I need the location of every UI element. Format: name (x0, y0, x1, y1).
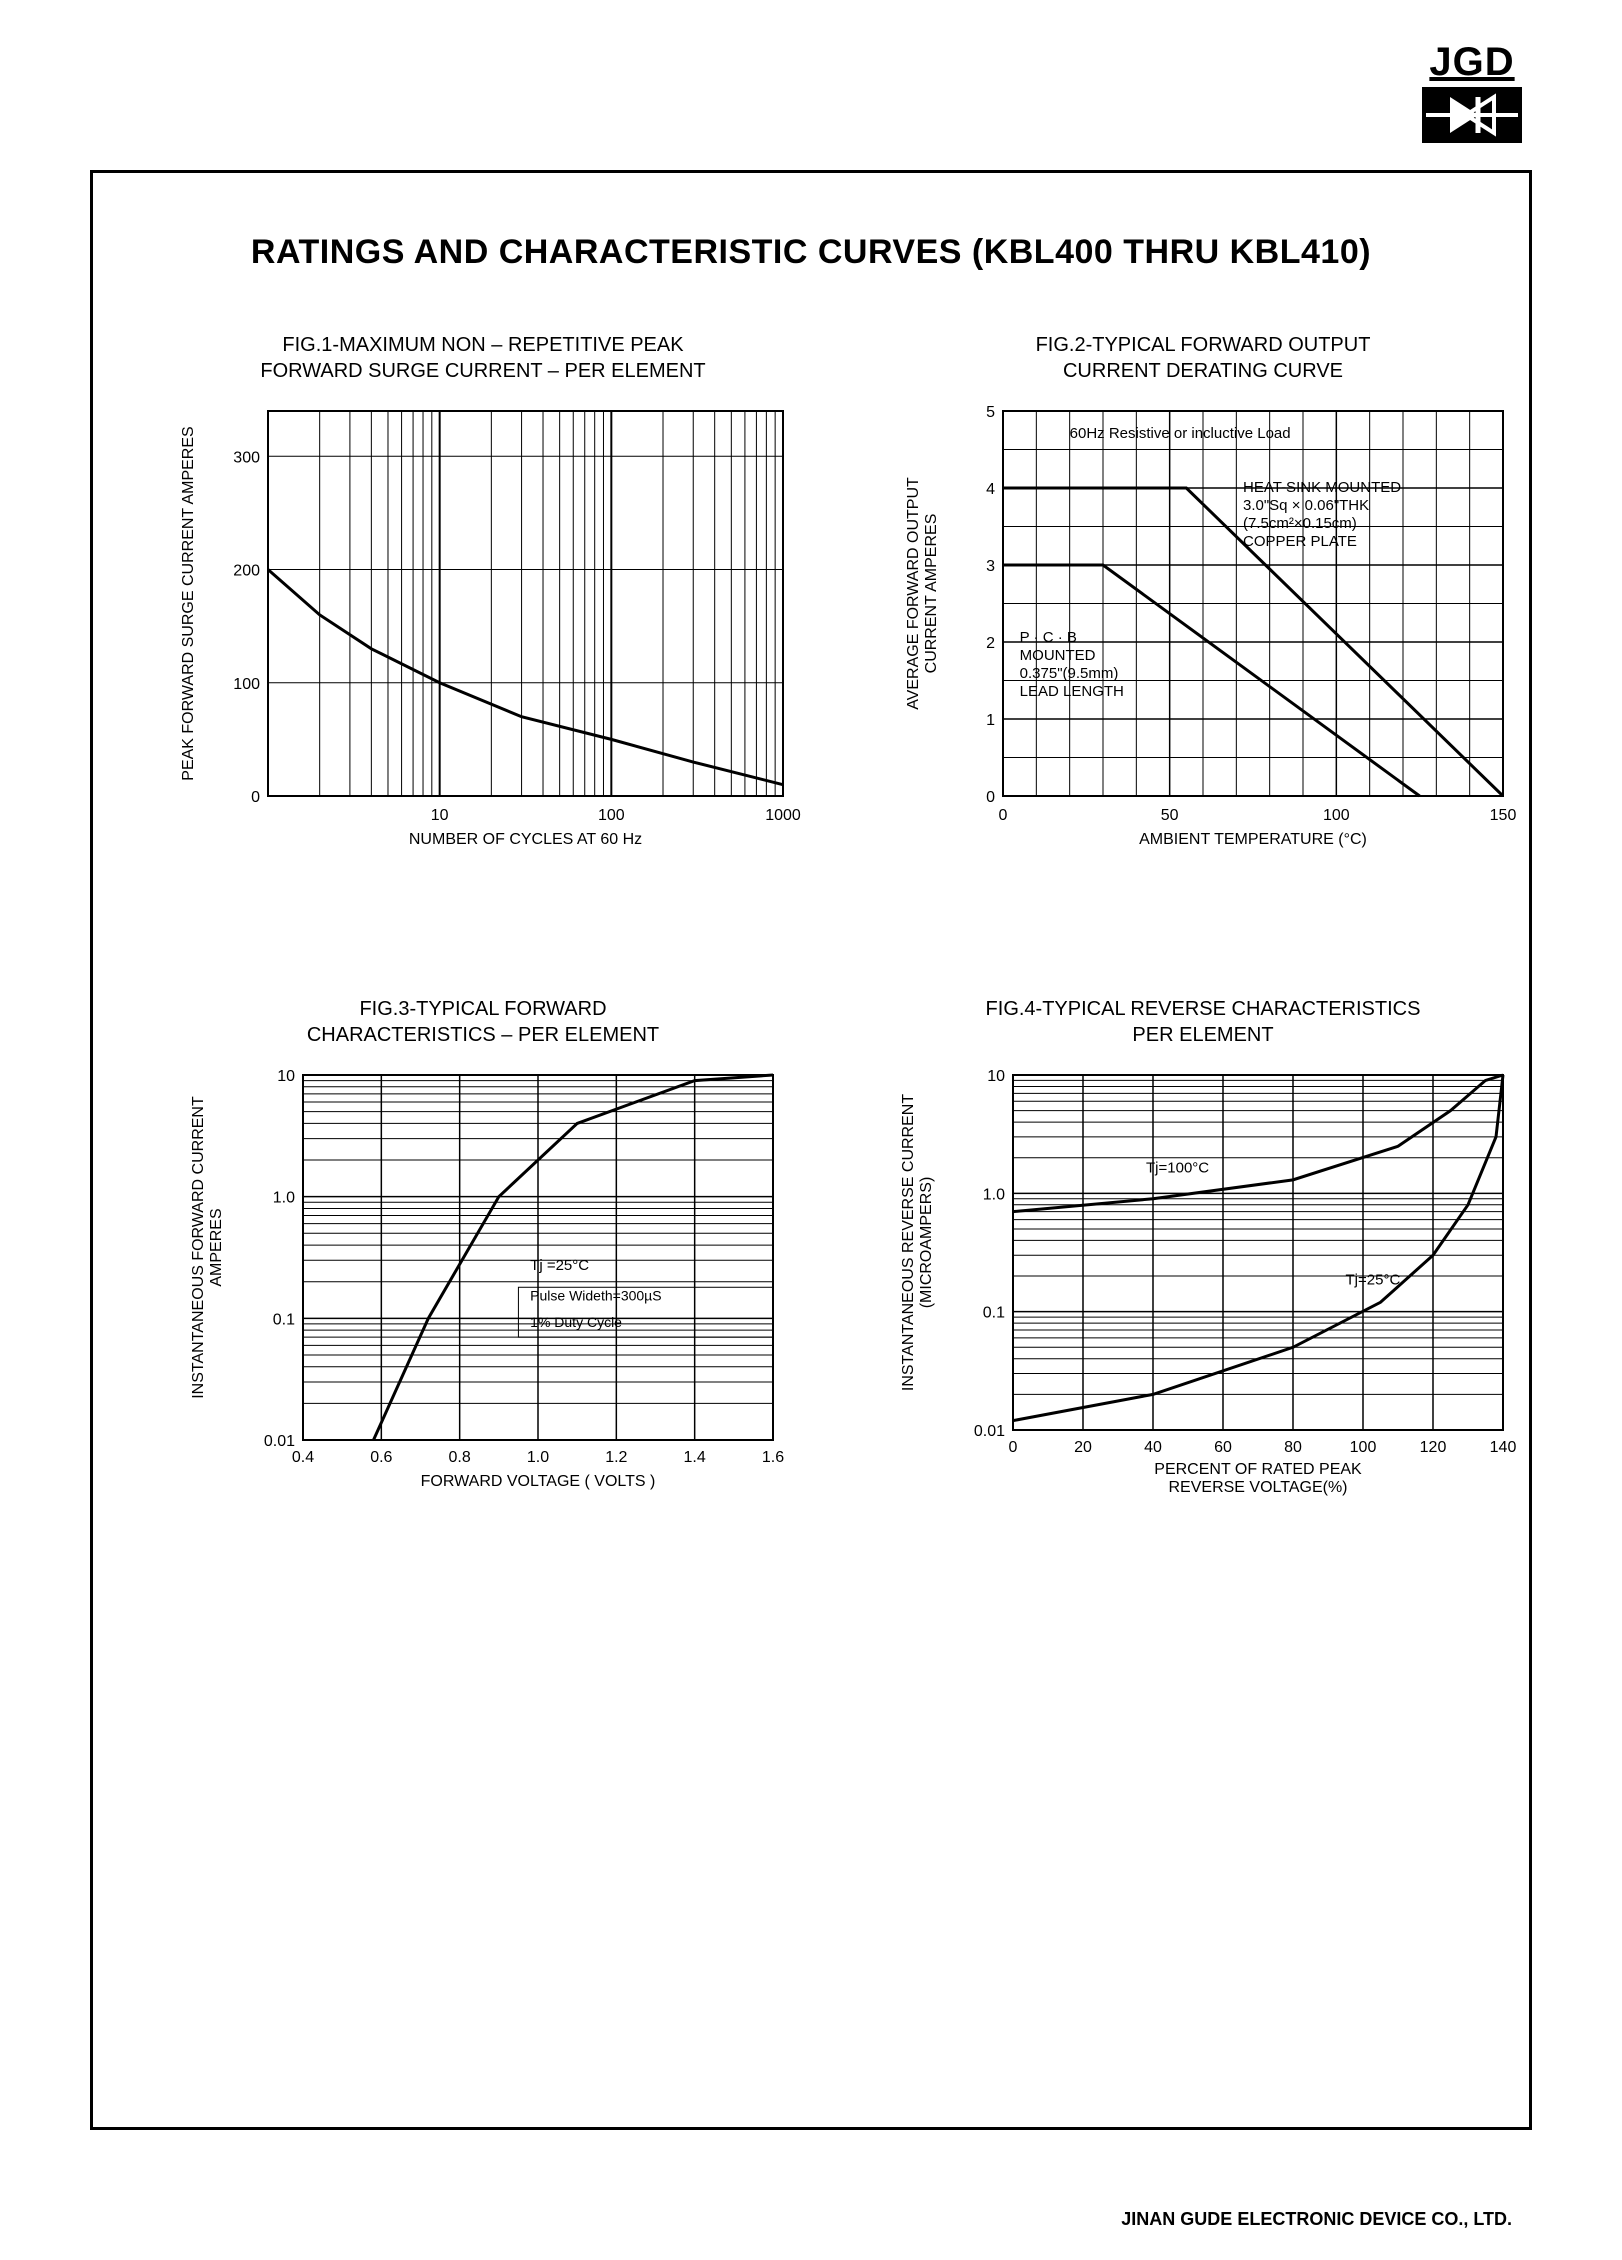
brand-text: JGD (1422, 40, 1522, 85)
svg-text:1.4: 1.4 (684, 1449, 706, 1466)
svg-text:0.8: 0.8 (449, 1449, 471, 1466)
svg-text:10: 10 (431, 807, 449, 824)
content-frame: RATINGS AND CHARACTERISTIC CURVES (KBL40… (90, 170, 1532, 2130)
fig4-chart: 0.010.11.010020406080100120140PERCENT OF… (883, 1060, 1523, 1520)
fig1-chart: 0 100 200 300 10 100 1000 NUMBER OF CYCLES AT 6… (163, 396, 803, 876)
fig3-title: FIG.3-TYPICAL FORWARD CHARACTERISTICS – … (307, 996, 659, 1048)
fig3-chart: 0.01 0.1 1.0 10 0.4 0.6 0.8 1.0 1.2 1.4 1.6 FORWARD… (173, 1060, 793, 1520)
svg-text:AMBIENT TEMPERATURE (°C): AMBIENT TEMPERATURE (°C) (1139, 831, 1367, 848)
svg-text:INSTANTANEOUS FORWARD CURRENTA: INSTANTANEOUS FORWARD CURRENTAMPERES (190, 1096, 225, 1399)
svg-text:0.1: 0.1 (273, 1311, 295, 1328)
svg-text:0: 0 (1009, 1439, 1018, 1456)
svg-text:1.0: 1.0 (273, 1190, 295, 1207)
svg-text:100: 100 (1323, 807, 1350, 824)
svg-text:0.01: 0.01 (974, 1423, 1005, 1440)
brand-logo: JGD (1422, 40, 1522, 143)
svg-text:100: 100 (1350, 1439, 1377, 1456)
svg-text:100: 100 (233, 676, 260, 693)
svg-text:1.0: 1.0 (527, 1449, 549, 1466)
svg-text:AVERAGE FORWARD OUTPUTCURRENT: AVERAGE FORWARD OUTPUTCURRENT AMPERES (905, 477, 940, 710)
page-title: RATINGS AND CHARACTERISTIC CURVES (KBL40… (163, 233, 1459, 272)
svg-text:60: 60 (1214, 1439, 1232, 1456)
svg-text:200: 200 (233, 563, 260, 580)
svg-text:0: 0 (251, 789, 260, 806)
svg-text:0.4: 0.4 (292, 1449, 314, 1466)
svg-text:Pulse Wideth=300µS: Pulse Wideth=300µS (530, 1288, 661, 1304)
diode-icon (1422, 87, 1522, 143)
svg-text:100: 100 (598, 807, 625, 824)
svg-text:NUMBER OF CYCLES AT 60 Hz: NUMBER OF CYCLES AT 60 Hz (409, 831, 642, 848)
figure-2: FIG.2-TYPICAL FORWARD OUTPUT CURRENT DER… (883, 332, 1523, 876)
svg-text:2: 2 (986, 635, 995, 652)
svg-text:60Hz Resistive or incluctive L: 60Hz Resistive or incluctive Load (1070, 425, 1291, 442)
svg-text:10: 10 (987, 1068, 1005, 1085)
figure-1: FIG.1-MAXIMUM NON – REPETITIVE PEAK FORW… (163, 332, 803, 876)
svg-text:1% Duty Cycle: 1% Duty Cycle (530, 1314, 622, 1330)
svg-text:0.6: 0.6 (370, 1449, 392, 1466)
svg-text:Tj=25°C: Tj=25°C (1346, 1271, 1401, 1288)
footer-text: JINAN GUDE ELECTRONIC DEVICE CO., LTD. (1121, 2209, 1512, 2230)
fig2-title: FIG.2-TYPICAL FORWARD OUTPUT CURRENT DER… (1036, 332, 1371, 384)
svg-text:1.2: 1.2 (605, 1449, 627, 1466)
svg-text:Tj=100°C: Tj=100°C (1146, 1159, 1209, 1176)
svg-text:1: 1 (986, 712, 995, 729)
svg-text:0: 0 (999, 807, 1008, 824)
svg-text:120: 120 (1420, 1439, 1447, 1456)
svg-text:0.01: 0.01 (264, 1433, 295, 1450)
svg-text:P · C · BMOUNTED0.375"(9.5mm)L: P · C · BMOUNTED0.375"(9.5mm)LEAD LENGTH (1020, 629, 1124, 700)
svg-text:20: 20 (1074, 1439, 1092, 1456)
svg-text:HEAT-SINK MOUNTED3.0"Sq × 0.06: HEAT-SINK MOUNTED3.0"Sq × 0.06"THK(7.5cm… (1243, 479, 1401, 550)
svg-text:4: 4 (986, 481, 995, 498)
svg-text:150: 150 (1490, 807, 1517, 824)
fig1-title: FIG.1-MAXIMUM NON – REPETITIVE PEAK FORW… (260, 332, 705, 384)
fig2-chart: 012345050100150AMBIENT TEMPERATURE (°C)A… (883, 396, 1523, 876)
svg-text:140: 140 (1490, 1439, 1517, 1456)
figure-4: FIG.4-TYPICAL REVERSE CHARACTERISTICS PE… (883, 996, 1523, 1520)
svg-text:1.0: 1.0 (983, 1186, 1005, 1203)
fig4-title: FIG.4-TYPICAL REVERSE CHARACTERISTICS PE… (986, 996, 1421, 1048)
svg-text:FORWARD VOLTAGE ( VOLTS ): FORWARD VOLTAGE ( VOLTS ) (421, 1473, 656, 1490)
svg-text:80: 80 (1284, 1439, 1302, 1456)
svg-text:5: 5 (986, 404, 995, 421)
figure-3: FIG.3-TYPICAL FORWARD CHARACTERISTICS – … (163, 996, 803, 1520)
svg-text:0.1: 0.1 (983, 1305, 1005, 1322)
svg-text:PEAK FORWARD SURGE CURRENT AMP: PEAK FORWARD SURGE CURRENT AMPERES (180, 426, 197, 780)
svg-text:10: 10 (277, 1068, 295, 1085)
svg-text:3: 3 (986, 558, 995, 575)
svg-text:40: 40 (1144, 1439, 1162, 1456)
svg-text:50: 50 (1161, 807, 1179, 824)
svg-text:INSTANTANEOUS REVERSE CURRENT(: INSTANTANEOUS REVERSE CURRENT(MICROAMPER… (900, 1094, 935, 1391)
svg-text:1000: 1000 (765, 807, 801, 824)
svg-text:PERCENT OF RATED PEAKREVERSE V: PERCENT OF RATED PEAKREVERSE VOLTAGE(%) (1154, 1461, 1362, 1496)
svg-text:Tj =25°C: Tj =25°C (530, 1257, 589, 1274)
svg-text:300: 300 (233, 449, 260, 466)
svg-text:1.6: 1.6 (762, 1449, 784, 1466)
svg-text:0: 0 (986, 789, 995, 806)
